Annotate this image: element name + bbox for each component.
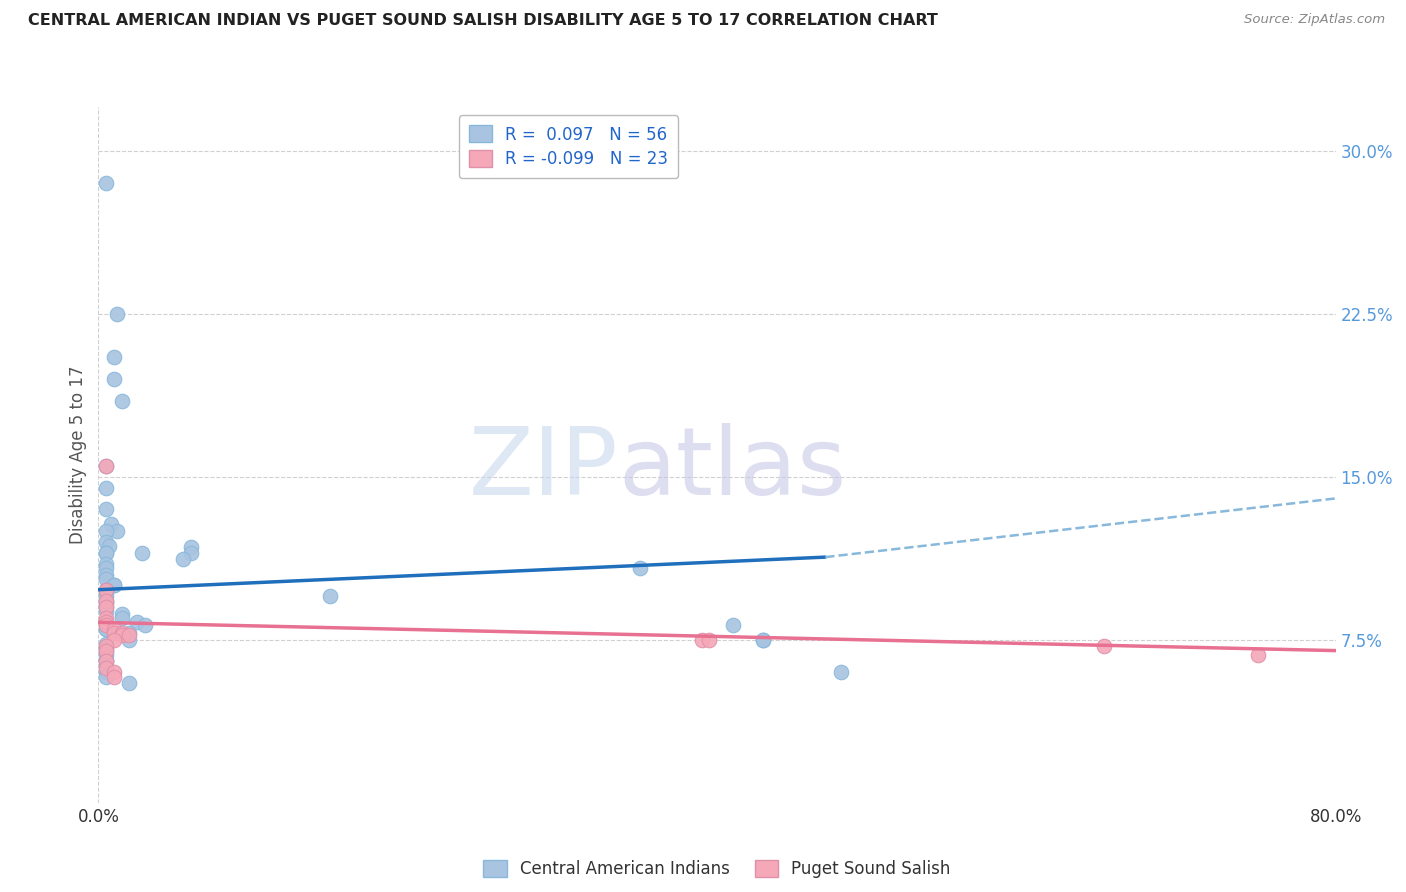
Point (96, 458, 118, 473)
Point (105, 307, 128, 321)
Point (134, 617, 156, 632)
Point (96, 561, 118, 575)
Point (319, 589, 342, 603)
Point (96, 665, 118, 680)
Point (96, 600, 118, 615)
Point (131, 546, 153, 560)
Point (180, 546, 202, 560)
Point (96, 582, 118, 597)
Point (96, 637, 118, 651)
Point (96, 535, 118, 549)
Point (96, 546, 118, 560)
Point (118, 626, 141, 640)
Point (96, 648, 118, 662)
Point (96, 572, 118, 586)
Point (103, 626, 125, 640)
Legend: Central American Indians, Puget Sound Salish: Central American Indians, Puget Sound Sa… (477, 854, 957, 885)
Point (103, 622, 125, 636)
Point (103, 578, 125, 592)
Point (118, 628, 141, 642)
Point (103, 372, 125, 386)
Point (721, 617, 744, 632)
Point (690, 632, 713, 647)
Point (752, 632, 775, 647)
Point (127, 615, 149, 630)
Text: CENTRAL AMERICAN INDIAN VS PUGET SOUND SALISH DISABILITY AGE 5 TO 17 CORRELATION: CENTRAL AMERICAN INDIAN VS PUGET SOUND S… (28, 13, 938, 29)
Point (628, 561, 651, 575)
Point (118, 676, 141, 690)
Point (96, 502, 118, 516)
Y-axis label: Disability Age 5 to 17: Disability Age 5 to 17 (69, 366, 87, 544)
Point (96, 524, 118, 538)
Point (699, 632, 721, 647)
Point (96, 546, 118, 560)
Point (96, 585, 118, 599)
Point (96, 615, 118, 630)
Point (96, 567, 118, 582)
Point (96, 582, 118, 597)
Point (96, 600, 118, 615)
Point (111, 607, 132, 621)
Point (111, 626, 132, 640)
Point (118, 632, 141, 647)
Point (111, 628, 132, 642)
Point (96, 617, 118, 632)
Point (752, 632, 775, 647)
Point (96, 458, 118, 473)
Point (96, 596, 118, 610)
Point (96, 611, 118, 625)
Point (96, 655, 118, 669)
Point (96, 658, 118, 673)
Point (96, 655, 118, 669)
Point (180, 541, 202, 555)
Point (1092, 639, 1115, 653)
Point (96, 481, 118, 495)
Text: ZIP: ZIP (468, 423, 619, 515)
Point (103, 665, 125, 680)
Point (96, 641, 118, 656)
Point (96, 655, 118, 669)
Point (111, 611, 132, 625)
Point (96, 593, 118, 607)
Point (103, 350, 125, 364)
Point (103, 632, 125, 647)
Point (105, 524, 128, 538)
Point (96, 605, 118, 619)
Point (830, 665, 852, 680)
Point (96, 557, 118, 571)
Point (96, 589, 118, 603)
Point (98, 539, 121, 553)
Point (96, 670, 118, 684)
Point (96, 593, 118, 607)
Point (96, 176, 118, 190)
Point (96, 661, 118, 675)
Text: atlas: atlas (619, 423, 846, 515)
Point (103, 578, 125, 592)
Point (1247, 648, 1270, 662)
Point (96, 643, 118, 657)
Point (100, 517, 122, 532)
Point (96, 639, 118, 653)
Point (96, 643, 118, 657)
Point (96, 622, 118, 636)
Point (96, 622, 118, 636)
Point (111, 393, 132, 408)
Point (103, 670, 125, 684)
Text: Source: ZipAtlas.com: Source: ZipAtlas.com (1244, 13, 1385, 27)
Point (172, 552, 194, 566)
